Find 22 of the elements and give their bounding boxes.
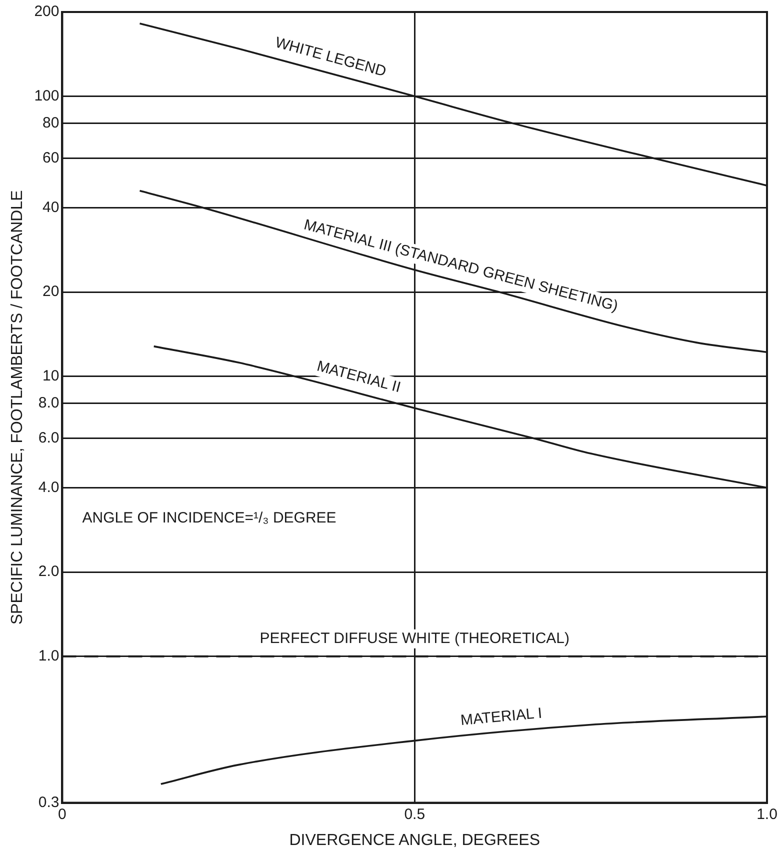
y-tick-label: 2.0 (38, 563, 60, 580)
annotation: ANGLE OF INCIDENCE=¹/₃ DEGREE (82, 509, 336, 526)
y-tick-label: 0.3 (38, 794, 60, 811)
y-axis-title: SPECIFIC LUMINANCE, FOOTLAMBERTS / FOOTCANDLE (9, 190, 26, 625)
y-tick-label: 1.0 (38, 648, 60, 665)
y-tick-label: 80 (42, 114, 60, 132)
y-tick-label: 4.0 (38, 478, 60, 496)
x-tick-label: 1.0 (756, 806, 778, 823)
y-tick-label: 200 (34, 3, 60, 20)
y-tick-label: 60 (42, 150, 60, 167)
x-tick-label: 0.5 (404, 806, 426, 823)
text: MATERIAL I (460, 704, 543, 730)
text: WHITE LEGEND (273, 34, 388, 80)
y-tick-label: 10 (42, 367, 60, 384)
ref-line-label: PERFECT DIFFUSE WHITE (THEORETICAL) (260, 630, 570, 648)
y-tick-label: 8.0 (38, 394, 60, 412)
y-tick-label: 6.0 (38, 430, 60, 447)
y-tick-label: 100 (34, 87, 60, 104)
y-tick-label: 40 (42, 198, 60, 216)
x-tick-label: 0 (58, 806, 66, 823)
x-axis-title: DIVERGENCE ANGLE, DEGREES (289, 832, 540, 849)
y-tick-label: 20 (42, 283, 60, 300)
